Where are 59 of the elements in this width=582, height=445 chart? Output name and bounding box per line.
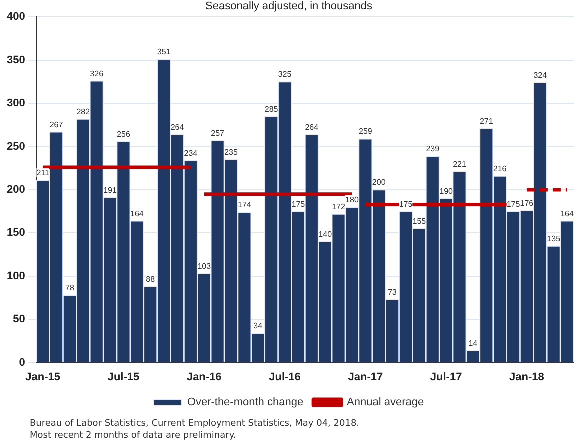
data-label: 73 <box>388 288 398 297</box>
x-tick-label: Jul-16 <box>269 371 301 384</box>
data-label: 164 <box>560 209 574 218</box>
data-label: 239 <box>426 144 440 154</box>
text: Bureau of Labor Statistics, Current Employment Statistics, May 04, 2018. <box>30 418 360 430</box>
x-tick-label: Jan-16 <box>186 371 222 384</box>
x-tick-label: Jan-18 <box>510 371 544 384</box>
data-label: 172 <box>332 202 346 212</box>
y-tick-label: 0 <box>19 356 26 369</box>
data-label: 235 <box>224 148 238 157</box>
data-label: 216 <box>493 164 508 174</box>
data-label: 155 <box>412 217 427 226</box>
data-label: 14 <box>468 338 478 348</box>
x-tick-label: Jul-17 <box>430 371 462 384</box>
data-label: 176 <box>520 198 534 208</box>
data-label: 191 <box>104 186 118 195</box>
data-label: 285 <box>264 104 279 114</box>
legend-label: Over-the-month change <box>187 396 304 409</box>
data-label: 264 <box>170 122 185 132</box>
data-label: 174 <box>238 200 252 210</box>
y-tick-label: 250 <box>6 140 26 153</box>
x-tick-label: Jan-15 <box>26 371 61 384</box>
data-label: 135 <box>547 234 562 244</box>
data-label: 221 <box>453 160 467 170</box>
data-label: 325 <box>278 70 292 80</box>
data-label: 200 <box>372 178 386 188</box>
data-label: 164 <box>130 209 144 218</box>
data-label: 259 <box>358 127 373 136</box>
y-tick-label: 150 <box>6 227 26 240</box>
data-label: 211 <box>36 168 50 178</box>
data-label: 78 <box>66 284 75 293</box>
data-label: 264 <box>305 122 320 132</box>
data-label: 103 <box>198 262 212 272</box>
y-tick-label: 350 <box>6 54 26 66</box>
legend-label: Annual average <box>347 396 424 409</box>
data-label: 351 <box>157 48 172 57</box>
data-label: 256 <box>117 130 131 139</box>
data-label: 234 <box>184 148 198 158</box>
x-tick-label: Jul-15 <box>108 371 140 384</box>
data-label: 267 <box>50 120 64 130</box>
y-tick-label: 400 <box>6 11 26 24</box>
chart-subtitle: Seasonally adjusted, in thousands <box>206 0 373 13</box>
data-label: 34 <box>254 322 264 331</box>
data-label: 180 <box>346 195 360 204</box>
data-label: 140 <box>318 230 333 240</box>
data-label: 324 <box>534 71 548 80</box>
data-label: 271 <box>480 116 494 126</box>
x-tick-label: Jan-17 <box>348 371 384 384</box>
text: Most recent 2 months of data are preliminary. <box>30 430 238 442</box>
data-label: 326 <box>90 69 104 78</box>
data-label: 282 <box>76 107 91 116</box>
y-tick-label: 100 <box>6 270 26 282</box>
data-label: 88 <box>146 274 156 284</box>
y-tick-label: 300 <box>6 98 26 110</box>
data-label: 257 <box>211 128 226 138</box>
y-tick-label: 200 <box>6 184 26 196</box>
y-tick-label: 50 <box>13 314 26 326</box>
data-label: 175 <box>292 200 306 209</box>
data-label: 190 <box>440 186 454 196</box>
